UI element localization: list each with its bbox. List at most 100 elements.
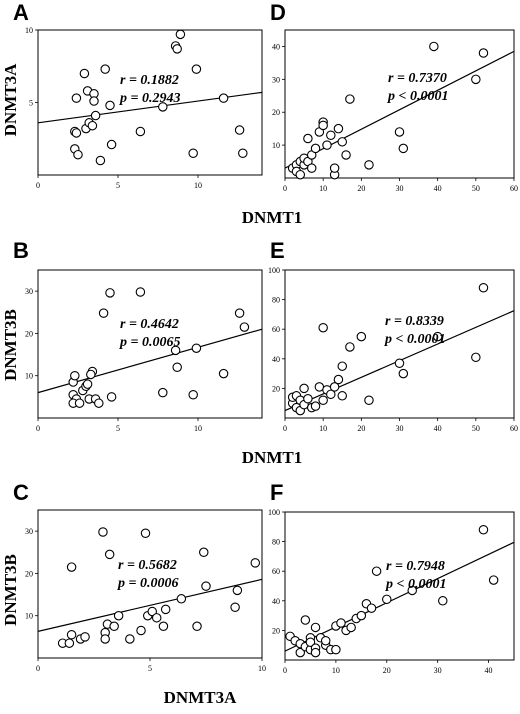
p-value: p = 0.2943 (119, 91, 180, 106)
data-point (191, 343, 202, 353)
data-point (336, 618, 346, 628)
panel-letter: A (13, 0, 29, 25)
data-point (71, 93, 82, 103)
x-tick-label: 30 (434, 666, 442, 675)
x-tick-label: 10 (194, 181, 202, 190)
data-point (135, 287, 146, 297)
r-value: r = 0.1882 (120, 73, 179, 88)
data-point (238, 148, 248, 159)
data-point (106, 392, 117, 402)
y-tick-label: 40 (272, 597, 280, 606)
y-tick-label: 20 (25, 329, 33, 338)
x-tick-label: 30 (396, 424, 404, 433)
data-point (176, 594, 187, 604)
data-point (191, 64, 202, 74)
x-tick-label: 0 (36, 424, 40, 433)
data-point (398, 368, 409, 379)
data-point (371, 566, 382, 576)
data-point (170, 345, 181, 356)
data-point (478, 48, 489, 58)
panel-d: D 0 10 20 30 40 50 60 10 20 30 40 r = 0.7370 p < 0.00… (270, 0, 518, 193)
y-tick-label: 40 (272, 355, 280, 364)
data-point (394, 127, 405, 137)
data-point (106, 139, 117, 150)
data-point (326, 389, 336, 400)
r-value: r = 0.5682 (118, 558, 177, 573)
data-point (429, 41, 439, 52)
data-point (345, 342, 355, 352)
x-tick-label: 5 (116, 181, 120, 190)
r-value: r = 0.7370 (388, 71, 447, 86)
data-point (158, 102, 168, 112)
panel-letter: C (13, 480, 29, 505)
data-point (382, 594, 392, 605)
data-point (299, 383, 309, 394)
x-tick-label: 20 (357, 424, 365, 433)
data-point (66, 562, 77, 572)
panel-a: A 0 5 10 5 10 r = 0.1882 p = 0.2943 (13, 0, 263, 190)
regression-line (37, 578, 263, 632)
data-point (310, 143, 321, 154)
y-tick-label: 10 (25, 612, 33, 621)
data-point (322, 140, 332, 150)
x-tick-label: 10 (319, 184, 327, 193)
x-tick-label: 50 (472, 184, 480, 193)
data-point (337, 391, 347, 401)
data-point (407, 585, 417, 596)
panel-letter: D (270, 0, 286, 25)
x-tick-label: 40 (485, 666, 493, 675)
data-point (356, 610, 367, 621)
r-value: r = 0.8339 (385, 314, 444, 329)
data-point (160, 604, 171, 615)
data-point (192, 621, 202, 632)
x-tick-label: 10 (332, 666, 340, 675)
data-point (239, 322, 250, 332)
panel-letter: F (270, 480, 283, 505)
data-point (188, 389, 198, 400)
data-point (295, 169, 306, 180)
x-tick-label: 10 (194, 424, 202, 433)
data-point (250, 558, 261, 568)
data-point (201, 581, 211, 591)
data-point (79, 68, 90, 79)
y-tick-label: 5 (29, 99, 33, 108)
y-tick-label: 60 (272, 325, 280, 334)
y-axis-title: DNMT3B (1, 309, 20, 381)
p-value: p = 0.0065 (119, 335, 180, 350)
data-point (87, 120, 98, 131)
y-tick-label: 100 (268, 508, 280, 517)
data-point (125, 634, 135, 644)
x-axis-title: DNMT3A (164, 688, 237, 707)
data-point (140, 528, 151, 539)
data-point (74, 398, 85, 408)
x-tick-label: 20 (383, 666, 391, 675)
panel-letter: E (270, 238, 285, 263)
data-point (70, 370, 80, 381)
y-tick-label: 20 (25, 569, 33, 578)
data-point (172, 44, 182, 54)
p-value: p < 0.0001 (387, 89, 448, 104)
data-point (318, 322, 328, 333)
data-point (471, 74, 481, 85)
data-point (151, 613, 162, 623)
x-tick-label: 30 (396, 184, 404, 193)
data-point (80, 632, 90, 642)
p-value: p < 0.0001 (385, 577, 446, 592)
y-axis-title: DNMT3A (1, 63, 20, 136)
data-point (364, 395, 374, 405)
x-tick-label: 5 (116, 424, 120, 433)
data-point (303, 133, 313, 144)
data-point (135, 126, 146, 137)
y-tick-label: 10 (272, 141, 280, 150)
x-tick-label: 5 (148, 664, 152, 673)
p-value: p = 0.0006 (117, 576, 178, 591)
data-point (100, 64, 110, 74)
x-tick-label: 20 (357, 184, 365, 193)
data-point (172, 362, 182, 373)
data-point (341, 150, 351, 160)
x-tick-label: 0 (283, 666, 287, 675)
x-tick-label: 10 (258, 664, 266, 673)
data-point (478, 283, 489, 293)
x-axis-title: DNMT1 (242, 448, 302, 467)
